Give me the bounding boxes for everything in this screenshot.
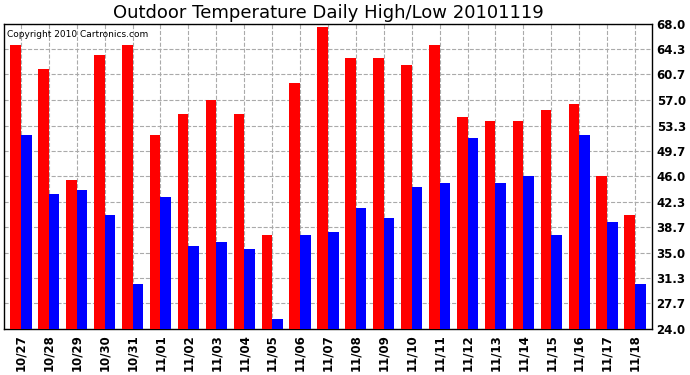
- Bar: [132, 284, 143, 329]
- Bar: [523, 176, 534, 329]
- Bar: [49, 194, 59, 329]
- Bar: [440, 183, 450, 329]
- Bar: [21, 135, 32, 329]
- Bar: [495, 183, 506, 329]
- Bar: [300, 236, 310, 329]
- Bar: [188, 246, 199, 329]
- Bar: [161, 197, 171, 329]
- Bar: [272, 319, 283, 329]
- Bar: [234, 114, 244, 329]
- Bar: [412, 187, 422, 329]
- Bar: [105, 214, 115, 329]
- Bar: [10, 45, 21, 329]
- Bar: [66, 180, 77, 329]
- Text: Copyright 2010 Cartronics.com: Copyright 2010 Cartronics.com: [8, 30, 148, 39]
- Bar: [384, 218, 395, 329]
- Bar: [178, 114, 188, 329]
- Bar: [77, 190, 88, 329]
- Bar: [485, 121, 495, 329]
- Bar: [457, 117, 468, 329]
- Bar: [150, 135, 161, 329]
- Bar: [624, 214, 635, 329]
- Bar: [541, 111, 551, 329]
- Bar: [328, 232, 339, 329]
- Bar: [569, 104, 579, 329]
- Bar: [596, 176, 607, 329]
- Bar: [513, 121, 523, 329]
- Bar: [401, 65, 412, 329]
- Bar: [468, 138, 478, 329]
- Bar: [579, 135, 590, 329]
- Bar: [356, 208, 366, 329]
- Bar: [94, 55, 105, 329]
- Title: Outdoor Temperature Daily High/Low 20101119: Outdoor Temperature Daily High/Low 20101…: [112, 4, 543, 22]
- Bar: [635, 284, 646, 329]
- Bar: [607, 222, 618, 329]
- Bar: [551, 236, 562, 329]
- Bar: [373, 58, 384, 329]
- Bar: [317, 27, 328, 329]
- Bar: [244, 249, 255, 329]
- Bar: [216, 242, 227, 329]
- Bar: [206, 100, 216, 329]
- Bar: [38, 69, 49, 329]
- Bar: [429, 45, 440, 329]
- Bar: [289, 83, 300, 329]
- Bar: [262, 236, 272, 329]
- Bar: [122, 45, 132, 329]
- Bar: [345, 58, 356, 329]
